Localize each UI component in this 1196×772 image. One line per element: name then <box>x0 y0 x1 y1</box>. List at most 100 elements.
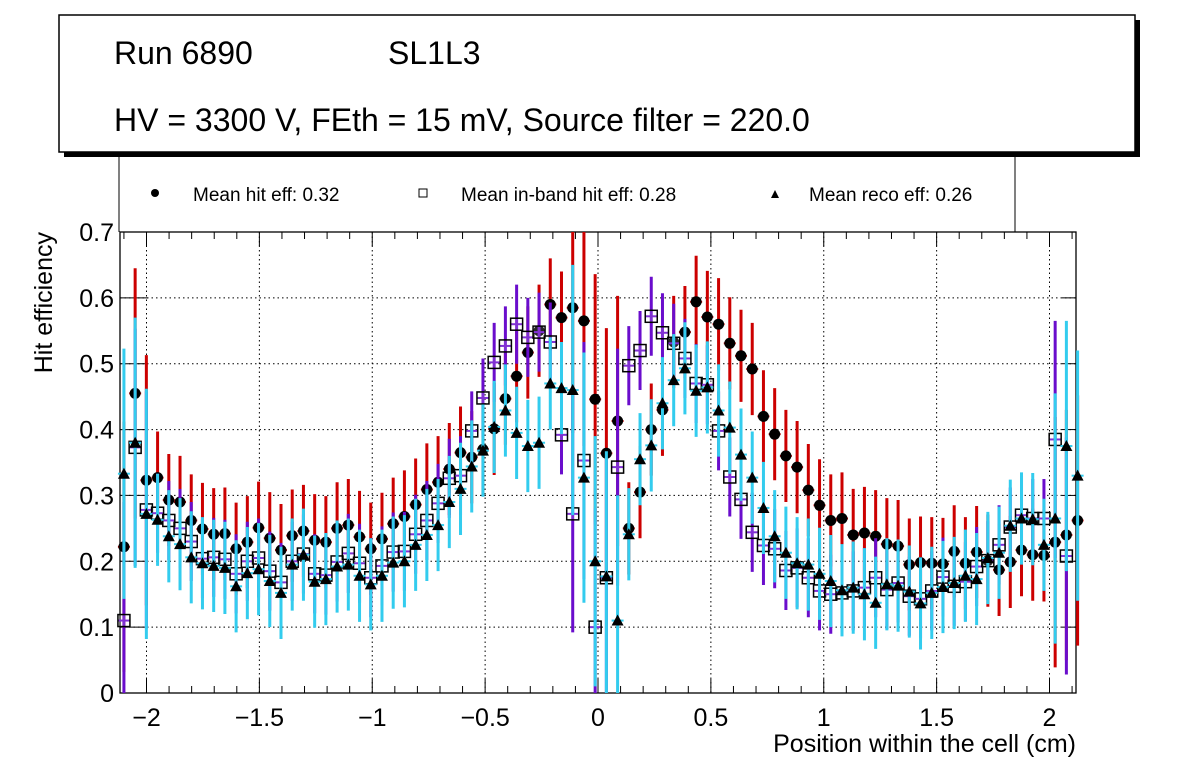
data-point-reco <box>858 588 871 600</box>
data-point-reco <box>611 614 624 626</box>
y-axis: 0 0.1 0.2 0.3 0.4 0.5 0.6 0.7 <box>79 219 1076 708</box>
title-run: Run 6890 <box>114 35 253 71</box>
x-axis: −2 −1.5 −1 −0.5 0 0.5 1 1.5 2 <box>123 232 1073 732</box>
series-hit <box>117 232 1084 672</box>
data-point-reco <box>869 596 882 608</box>
data-point-reco <box>544 377 557 389</box>
y-tick-label: 0.4 <box>79 417 114 445</box>
data-point-inband <box>509 317 524 331</box>
data-point-reco <box>791 557 804 569</box>
data-point-reco <box>1060 440 1073 452</box>
data-point-inband <box>622 358 636 373</box>
data-point-reco <box>701 381 714 393</box>
x-tick-label: 1.5 <box>919 704 954 732</box>
data-point-reco <box>331 560 344 572</box>
title-box: Run 6890 SL1L3 HV = 3300 V, FEth = 15 mV… <box>58 14 1140 157</box>
legend-label-hit: Mean hit eff: 0.32 <box>193 185 339 206</box>
data-point-reco <box>1049 512 1062 524</box>
data-point-inband <box>498 339 513 353</box>
x-tick-label: 0 <box>591 704 605 732</box>
data-point-reco <box>993 546 1006 558</box>
title-layer: SL1L3 <box>388 35 481 71</box>
y-tick-label: 0.6 <box>79 285 114 313</box>
data-point-reco <box>645 439 658 451</box>
data-point-hit <box>780 450 792 462</box>
data-point-reco <box>566 384 579 396</box>
data-point-reco <box>465 460 478 472</box>
data-point-reco <box>297 548 310 560</box>
data-point-hit <box>858 527 870 539</box>
data-point-reco <box>723 421 736 433</box>
title-settings: HV = 3300 V, FEth = 15 mV, Source filter… <box>114 102 810 138</box>
data-point-reco <box>813 567 826 579</box>
legend: Mean hit eff: 0.32 Mean in-band hit eff:… <box>118 157 1016 232</box>
data-point-reco <box>488 420 501 432</box>
title-box-frame <box>58 14 1136 153</box>
data-point-reco <box>1037 538 1050 550</box>
data-point-reco <box>308 575 321 587</box>
data-point-hit <box>746 363 758 375</box>
data-point-reco <box>375 569 388 581</box>
data-point-reco <box>263 575 276 587</box>
data-point-reco <box>230 580 243 592</box>
data-point-reco <box>712 404 725 416</box>
data-point-reco <box>252 563 265 575</box>
data-point-reco <box>779 546 792 558</box>
legend-label-inband: Mean in-band hit eff: 0.28 <box>461 185 676 206</box>
data-point-reco <box>342 558 355 570</box>
data-point-reco <box>757 501 770 513</box>
data-point-reco <box>151 513 164 525</box>
data-point-reco <box>140 507 153 519</box>
data-point-hit <box>690 296 702 308</box>
data-point-reco <box>241 567 254 579</box>
series-layer <box>117 232 1084 693</box>
x-tick-label: −1.5 <box>235 704 284 732</box>
data-point-reco <box>1015 512 1028 524</box>
data-point-hit <box>735 350 747 362</box>
data-point-reco <box>970 573 983 585</box>
data-point-reco <box>678 362 691 374</box>
data-point-reco <box>667 374 680 386</box>
data-point-reco <box>443 496 456 508</box>
data-point-reco <box>207 559 220 571</box>
data-point-reco <box>353 569 366 581</box>
x-tick-label: 1 <box>817 704 831 732</box>
data-point-reco <box>847 581 860 593</box>
data-point-reco <box>880 578 893 590</box>
data-point-reco <box>835 584 848 596</box>
data-point-reco <box>185 551 198 563</box>
data-point-reco <box>499 404 512 416</box>
data-point-inband <box>610 460 625 474</box>
y-tick-label: 0.5 <box>79 351 114 379</box>
x-tick-label: −1 <box>358 704 387 732</box>
data-point-reco <box>600 570 613 582</box>
legend-marker-hit <box>151 189 159 197</box>
data-point-reco <box>432 519 445 531</box>
x-tick-label: 2 <box>1043 704 1057 732</box>
data-point-reco <box>420 528 433 540</box>
data-point-reco <box>903 585 916 597</box>
data-point-hit <box>589 393 601 405</box>
data-point-reco <box>510 426 523 438</box>
data-point-reco <box>1026 513 1039 525</box>
x-axis-title: Position within the cell (cm) <box>773 730 1076 758</box>
data-point-reco <box>275 586 288 598</box>
data-point-reco <box>409 538 422 550</box>
data-point-reco <box>959 569 972 581</box>
data-point-reco <box>129 436 142 448</box>
data-point-hit <box>701 311 713 323</box>
data-point-reco <box>476 444 489 456</box>
data-point-hit <box>724 337 736 349</box>
data-point-hit <box>555 312 567 324</box>
data-point-reco <box>364 578 377 590</box>
data-point-reco <box>656 397 669 409</box>
data-point-reco <box>577 471 590 483</box>
data-point-reco <box>533 436 546 448</box>
data-point-reco <box>589 555 602 567</box>
legend-marker-inband <box>418 188 428 198</box>
data-point-hit <box>825 514 837 526</box>
data-point-reco <box>802 558 815 570</box>
data-point-inband <box>745 525 759 540</box>
y-axis-title: Hit efficiency <box>30 232 58 374</box>
data-point-reco <box>948 577 961 589</box>
